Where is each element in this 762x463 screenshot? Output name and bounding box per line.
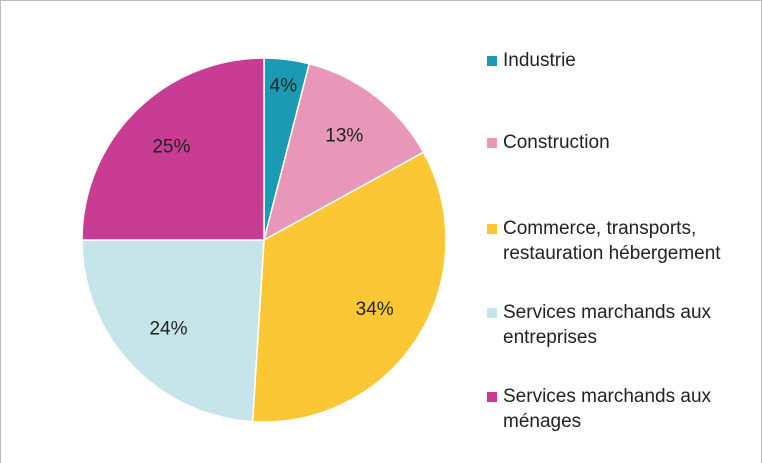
data-label: 24% [149,319,187,340]
legend-label: Industrie [503,50,576,71]
legend-swatch [487,392,497,402]
legend-item: Commerce, transports, restauration héber… [487,216,749,266]
legend-item: Construction [487,130,749,155]
data-label: 13% [325,125,363,146]
pie-slice [81,57,265,241]
legend-item: Industrie [487,48,749,73]
legend-swatch [487,56,497,66]
data-label: 34% [356,299,394,320]
legend-swatch [487,308,497,318]
legend-label: Services marchands aux entreprises [503,302,712,348]
legend-label: Services marchands aux ménages [503,386,712,432]
legend-item: Services marchands aux entreprises [487,300,749,350]
legend-swatch [487,138,497,148]
pie-slice [262,62,425,242]
data-label: 4% [270,76,298,97]
pie-slice [251,151,447,423]
legend-swatch [487,224,497,234]
legend-label: Commerce, transports, restauration héber… [503,218,721,264]
data-label: 25% [152,136,190,157]
pie-slice [81,239,265,423]
legend-label: Construction [503,132,610,153]
legend-item: Services marchands aux ménages [487,384,749,434]
